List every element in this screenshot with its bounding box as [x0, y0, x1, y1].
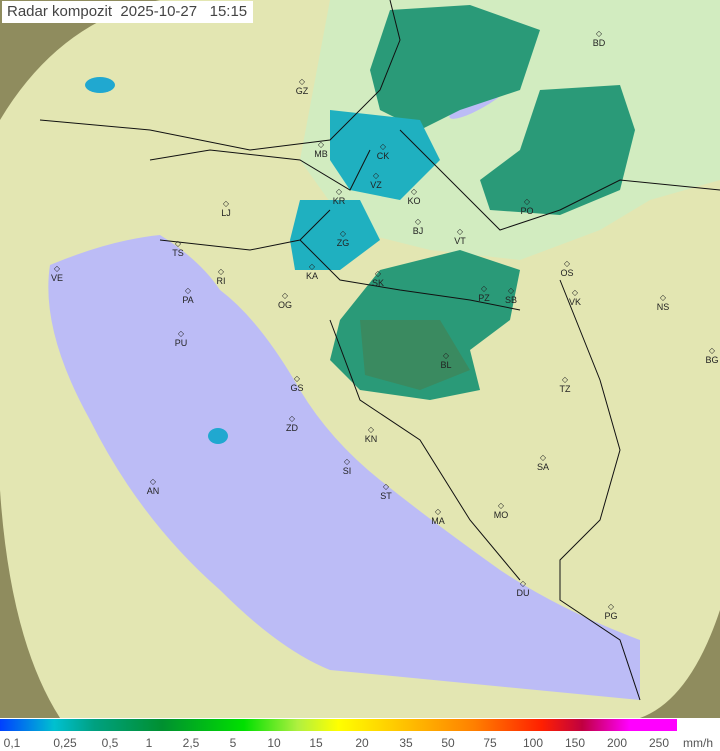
city-label: ◇ NS — [656, 293, 670, 313]
city-label: ◇ ST — [380, 482, 392, 502]
legend-unit: mm/h — [683, 736, 713, 750]
legend-label: 20 — [355, 736, 369, 750]
city-label: ◇ PG — [604, 602, 618, 622]
city-label: ◇ SB — [504, 286, 518, 306]
city-label: ◇ DU — [516, 579, 530, 599]
legend-label: 250 — [648, 736, 670, 750]
city-label: ◇ KO — [407, 187, 421, 207]
radar-map[interactable] — [0, 0, 720, 718]
legend-label: 75 — [483, 736, 497, 750]
city-label: ◇ KA — [305, 262, 319, 282]
legend-label: 35 — [399, 736, 413, 750]
legend-label: 15 — [309, 736, 323, 750]
city-label: ◇ TZ — [559, 375, 571, 395]
city-label: ◇ ZG — [336, 229, 350, 249]
legend-label: 1 — [145, 736, 153, 750]
legend-label: 2,5 — [182, 736, 200, 750]
legend-label: 0,5 — [101, 736, 119, 750]
city-label: ◇ BD — [592, 29, 606, 49]
legend-label: 10 — [267, 736, 281, 750]
city-label: ◇ VT — [454, 227, 466, 247]
map-title: Radar kompozit 2025-10-27 15:15 — [2, 1, 254, 23]
legend-label: 50 — [441, 736, 455, 750]
city-label: ◇ KN — [364, 425, 378, 445]
city-label: ◇ PO — [520, 197, 534, 217]
city-label: ◇ SI — [342, 457, 352, 477]
city-label: ◇ MO — [493, 501, 509, 521]
city-label: ◇ VE — [50, 264, 64, 284]
legend-label: 5 — [229, 736, 237, 750]
adriatic-sea — [48, 235, 641, 700]
city-label: ◇ KR — [332, 187, 346, 207]
city-label: ◇ BJ — [412, 217, 424, 237]
city-label: ◇ OS — [560, 259, 574, 279]
city-label: ◇ ZD — [286, 414, 298, 434]
country-borders — [39, 0, 720, 701]
legend-label: 100 — [522, 736, 544, 750]
city-label: ◇ GS — [290, 374, 304, 394]
city-label: ◇ VZ — [370, 171, 382, 191]
city-label: ◇ SA — [536, 453, 550, 473]
city-label: ◇ PZ — [478, 284, 490, 304]
city-label: ◇ OG — [277, 291, 293, 311]
city-label: ◇ GZ — [295, 77, 309, 97]
city-label: ◇ MA — [431, 507, 445, 527]
city-label: ◇ RI — [216, 267, 226, 287]
city-label: ◇ PU — [174, 329, 188, 349]
city-label: ◇ LJ — [221, 199, 231, 219]
city-label: ◇ BG — [705, 346, 719, 366]
city-label: ◇ SK — [371, 269, 385, 289]
city-label: ◇ MB — [314, 140, 328, 160]
city-label: ◇ TS — [172, 239, 184, 259]
city-label: ◇ PA — [182, 286, 194, 306]
legend-label: 0,1 — [3, 736, 21, 750]
legend-labels: 0,1 0,25 0,5 1 2,5 5 10 15 20 35 50 75 1… — [0, 736, 720, 751]
legend-label: 0,25 — [53, 736, 77, 750]
precipitation-color-scale — [0, 719, 677, 731]
city-label: ◇ AN — [146, 477, 160, 497]
city-label: ◇ VK — [568, 288, 582, 308]
legend-label: 200 — [606, 736, 628, 750]
city-label: ◇ CK — [376, 142, 390, 162]
legend-label: 150 — [564, 736, 586, 750]
city-label: ◇ BL — [440, 351, 452, 371]
